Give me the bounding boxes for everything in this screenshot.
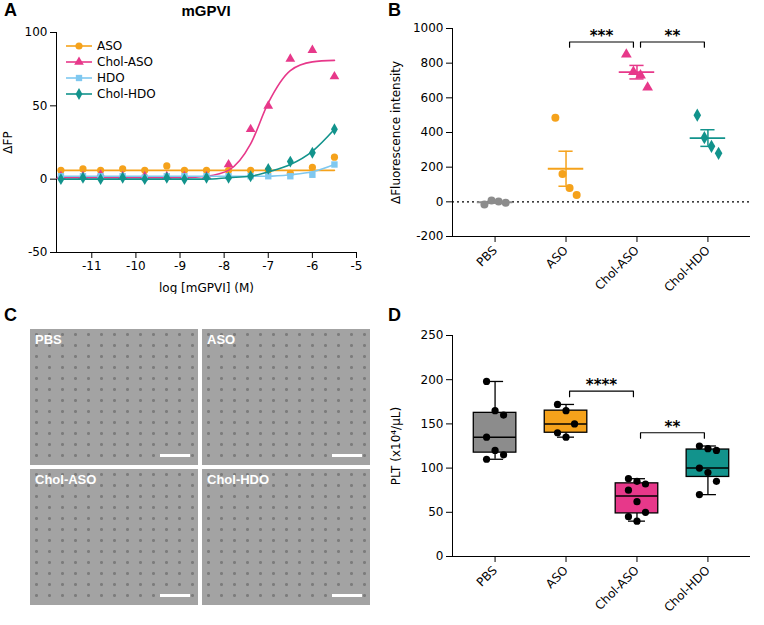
svg-text:100: 100: [421, 461, 444, 475]
svg-text:1000: 1000: [413, 21, 444, 35]
svg-text:Chol-ASO: Chol-ASO: [592, 243, 641, 292]
svg-text:200: 200: [421, 373, 444, 387]
svg-text:ΔFluorescence intensity: ΔFluorescence intensity: [389, 61, 403, 204]
html-text:mGPVI: mGPVI: [181, 2, 231, 19]
svg-text:150: 150: [421, 417, 444, 431]
svg-text:-5: -5: [351, 259, 363, 273]
html-text:Chol-HDO: Chol-HDO: [97, 87, 156, 101]
svg-text:0: 0: [436, 195, 444, 209]
html-text:PBS: PBS: [35, 332, 62, 347]
svg-text:0: 0: [436, 549, 444, 563]
html-text:B: B: [388, 0, 401, 20]
svg-text:Chol-HDO: Chol-HDO: [661, 243, 712, 294]
html-text:HDO: HDO: [97, 71, 125, 85]
svg-text:-10: -10: [126, 259, 146, 273]
html-text:C: C: [4, 305, 17, 325]
svg-text:0: 0: [40, 172, 48, 186]
svg-text:ASO: ASO: [543, 563, 571, 591]
svg-text:PLT (x10⁴/μL): PLT (x10⁴/μL): [389, 407, 403, 485]
svg-text:-200: -200: [416, 229, 443, 243]
svg-text:200: 200: [421, 160, 444, 174]
svg-text:50: 50: [428, 505, 443, 519]
svg-text:-9: -9: [174, 259, 186, 273]
html-text:Chol-ASO: Chol-ASO: [97, 55, 153, 69]
svg-text:600: 600: [421, 91, 444, 105]
svg-text:ΔFP: ΔFP: [1, 131, 15, 153]
svg-text:-7: -7: [262, 259, 274, 273]
svg-text:***: ***: [590, 27, 614, 45]
svg-text:log [mGPVI] (M): log [mGPVI] (M): [159, 281, 254, 295]
html-text:ASO: ASO: [207, 332, 236, 347]
svg-text:800: 800: [421, 56, 444, 70]
svg-text:**: **: [665, 27, 681, 45]
svg-text:100: 100: [25, 25, 48, 39]
html-text:Chol-ASO: Chol-ASO: [35, 472, 97, 487]
svg-text:Chol-ASO: Chol-ASO: [592, 563, 641, 612]
svg-text:PBS: PBS: [474, 563, 500, 589]
svg-text:-50: -50: [28, 245, 48, 259]
svg-text:-11: -11: [82, 259, 102, 273]
svg-text:PBS: PBS: [474, 243, 500, 269]
svg-text:****: ****: [586, 376, 618, 394]
html-text:D: D: [388, 305, 401, 325]
svg-text:**: **: [665, 418, 681, 436]
svg-text:400: 400: [421, 125, 444, 139]
svg-text:ASO: ASO: [543, 243, 571, 271]
html-text:ASO: ASO: [97, 39, 123, 53]
html-text:Chol-HDO: Chol-HDO: [207, 472, 270, 487]
svg-text:-8: -8: [218, 259, 230, 273]
svg-text:Chol-HDO: Chol-HDO: [661, 563, 712, 614]
svg-text:250: 250: [421, 328, 444, 342]
svg-text:-6: -6: [306, 259, 318, 273]
svg-text:50: 50: [32, 99, 47, 113]
html-text:A: A: [4, 0, 17, 20]
